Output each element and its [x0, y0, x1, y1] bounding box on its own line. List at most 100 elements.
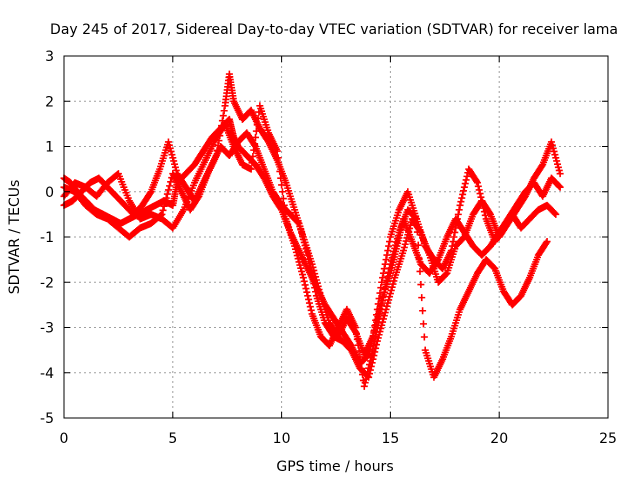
- data-point: [367, 353, 375, 361]
- x-tick-label: 15: [381, 431, 399, 447]
- data-point: [386, 290, 394, 298]
- data-point: [161, 198, 169, 206]
- data-point: [462, 176, 470, 184]
- data-point: [387, 286, 395, 294]
- data-point: [366, 361, 374, 369]
- data-point: [420, 333, 428, 341]
- data-point: [311, 284, 319, 292]
- data-point: [390, 247, 398, 255]
- data-point: [308, 260, 316, 268]
- data-point: [302, 285, 310, 293]
- data-point: [387, 257, 395, 265]
- data-point: [301, 281, 309, 289]
- data-point: [451, 228, 459, 236]
- data-point: [538, 162, 546, 170]
- data-point: [362, 375, 370, 383]
- data-point: [162, 194, 170, 202]
- data-point: [164, 138, 172, 146]
- data-point: [389, 251, 397, 259]
- y-tick-label: -2: [40, 275, 54, 291]
- data-point: [449, 238, 457, 246]
- data-point: [374, 319, 382, 327]
- data-point: [386, 238, 394, 246]
- data-point: [453, 215, 461, 223]
- data-point: [406, 221, 414, 229]
- data-point: [292, 248, 300, 256]
- data-point: [550, 147, 558, 155]
- data-point: [316, 289, 324, 297]
- data-point: [392, 238, 400, 246]
- data-point: [357, 359, 365, 367]
- data-point: [388, 283, 396, 291]
- data-point: [383, 276, 391, 284]
- data-point: [309, 263, 317, 271]
- data-point: [219, 112, 227, 120]
- data-point: [382, 281, 390, 289]
- data-point: [479, 200, 487, 208]
- data-point: [386, 260, 394, 268]
- data-point: [377, 284, 385, 292]
- data-point: [556, 170, 564, 178]
- y-tick-label: -1: [40, 230, 54, 246]
- data-point: [372, 333, 380, 341]
- data-point: [478, 197, 486, 205]
- data-point: [166, 182, 174, 190]
- data-point: [369, 346, 377, 354]
- data-point: [212, 152, 220, 160]
- data-point: [452, 224, 460, 232]
- data-point: [297, 264, 305, 272]
- data-point: [455, 206, 463, 214]
- data-point: [312, 273, 320, 281]
- data-point: [384, 272, 392, 280]
- data-point: [276, 167, 284, 175]
- data-point: [393, 235, 401, 243]
- y-tick-label: -4: [40, 366, 54, 382]
- data-point: [169, 154, 177, 162]
- data-point: [292, 245, 300, 253]
- data-point: [386, 264, 394, 272]
- data-point: [453, 219, 461, 227]
- data-point: [214, 142, 222, 150]
- data-point: [365, 364, 373, 372]
- data-point: [380, 312, 388, 320]
- data-point: [477, 193, 485, 201]
- y-tick-label: 3: [45, 49, 54, 65]
- data-point: [355, 347, 363, 355]
- y-tick-label: 0: [45, 185, 54, 201]
- data-point: [442, 270, 450, 278]
- data-point: [280, 201, 288, 209]
- data-point: [251, 133, 259, 141]
- data-point: [277, 174, 285, 182]
- data-point: [273, 147, 281, 155]
- axis-ticks: 0 5 10 15 20 25 -5 -4 -3 -2 -1 0 1 2 3: [40, 49, 617, 447]
- data-point: [167, 147, 175, 155]
- data-point: [252, 127, 260, 135]
- data-point: [377, 324, 385, 332]
- data-point: [352, 324, 360, 331]
- data-point: [383, 251, 391, 259]
- data-point: [298, 267, 306, 275]
- data-point: [460, 183, 468, 191]
- data-point: [379, 293, 387, 301]
- data-point: [307, 306, 315, 314]
- data-point: [555, 182, 563, 190]
- data-point: [554, 160, 562, 168]
- y-tick-label: 1: [45, 140, 54, 156]
- series-0: [60, 115, 564, 368]
- data-point: [167, 178, 175, 186]
- data-point: [402, 237, 410, 245]
- data-point: [383, 302, 391, 310]
- y-axis-label: SDTVAR / TECUs: [7, 180, 23, 295]
- data-point: [220, 107, 228, 115]
- data-point: [311, 270, 319, 278]
- data-point: [378, 278, 386, 286]
- data-point: [381, 309, 389, 317]
- y-tick-label: -3: [40, 321, 54, 337]
- data-point: [310, 266, 318, 274]
- data-point: [373, 324, 381, 331]
- data-point: [463, 172, 471, 180]
- data-point: [543, 238, 551, 246]
- data-point: [473, 179, 481, 187]
- data-point: [448, 242, 456, 250]
- x-tick-label: 5: [168, 431, 177, 447]
